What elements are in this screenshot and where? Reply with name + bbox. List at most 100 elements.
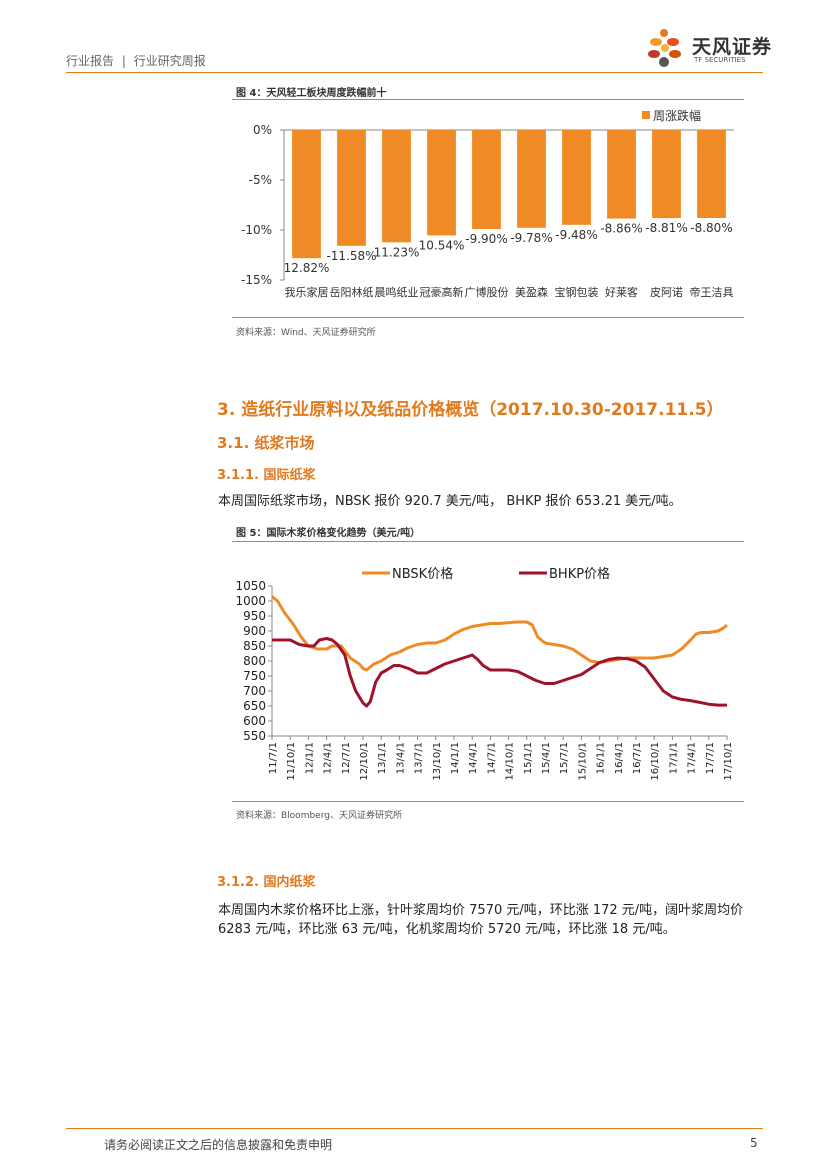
- x-category-label: 美盈森: [515, 285, 548, 299]
- x-category-label: 宝钢包装: [555, 285, 599, 299]
- series-line-1: [272, 637, 727, 708]
- bar-data-label: -8.86%: [600, 222, 642, 236]
- x-tick-label: 12/7/1: [341, 742, 352, 774]
- y-tick-label: -10%: [241, 223, 272, 237]
- figure5-title: 图 5：国际木浆价格变化趋势（美元/吨）: [236, 528, 421, 539]
- x-tick-label: 17/7/1: [705, 742, 716, 774]
- x-tick-label: 14/7/1: [486, 742, 497, 774]
- bar-data-label: 10.54%: [419, 238, 465, 252]
- bar: [652, 130, 681, 219]
- x-tick-label: 15/1/1: [523, 742, 534, 774]
- y-tick-label: 950: [243, 609, 266, 623]
- bar: [517, 130, 546, 228]
- section3-heading: 3. 造纸行业原料以及纸品价格概览（2017.10.30-2017.11.5）: [217, 400, 724, 420]
- figure5-bottom-rule: [232, 801, 744, 802]
- logo-text-en: TF SECURITIES: [694, 56, 746, 64]
- x-tick-label: 12/10/1: [359, 742, 370, 781]
- x-tick-label: 11/10/1: [286, 742, 297, 781]
- y-tick-label: 650: [243, 699, 266, 713]
- footer-disclaimer: 请务必阅读正文之后的信息披露和免责申明: [104, 1138, 333, 1152]
- header-divider: [66, 72, 763, 73]
- bar-data-label: -11.58%: [326, 249, 376, 263]
- figure4-title: 图 4：天风轻工板块周度跌幅前十: [236, 88, 387, 99]
- y-tick-label: 700: [243, 684, 266, 698]
- x-tick-label: 12/4/1: [323, 742, 334, 774]
- y-tick-label: 0%: [253, 123, 272, 137]
- legend-swatch: [642, 111, 650, 119]
- x-tick-label: 13/4/1: [395, 742, 406, 774]
- y-tick-label: 1050: [235, 579, 266, 593]
- x-tick-label: 13/10/1: [432, 742, 443, 781]
- y-tick-label: 900: [243, 624, 266, 638]
- x-tick-label: 14/4/1: [468, 742, 479, 774]
- x-tick-label: 15/10/1: [577, 742, 588, 781]
- footer-divider: [66, 1128, 763, 1129]
- x-tick-label: 11/7/1: [268, 742, 279, 774]
- legend-label-nbsk: NBSK价格: [392, 566, 453, 582]
- x-category-label: 广博股份: [465, 286, 509, 299]
- x-tick-label: 15/4/1: [541, 742, 552, 774]
- figure4-top-rule: [232, 99, 744, 100]
- logo-text-cn: 天风证券: [692, 36, 773, 58]
- bar-data-label: -8.81%: [645, 221, 687, 235]
- y-tick-label: -15%: [241, 273, 272, 287]
- y-tick-label: 600: [243, 714, 266, 728]
- y-tick-label: 750: [243, 669, 266, 683]
- x-tick-label: 13/7/1: [414, 742, 425, 774]
- section311-heading: 3.1.1. 国际纸浆: [217, 468, 316, 483]
- y-tick-label: 850: [243, 639, 266, 653]
- x-category-label: 冠豪高新: [420, 285, 464, 299]
- page-number: 5: [750, 1136, 758, 1150]
- header-report-type: 行业研究周报: [133, 54, 206, 68]
- bar: [697, 130, 726, 218]
- legend-label: 周涨跌幅: [653, 108, 701, 123]
- bar: [607, 130, 636, 219]
- x-category-label: 好莱客: [605, 285, 638, 299]
- figure5-source: 资料来源：Bloomberg、天风证券研究所: [236, 811, 402, 821]
- x-category-label: 皮阿诺: [650, 286, 683, 299]
- y-tick-label: 800: [243, 654, 266, 668]
- section312-paragraph-line2: 6283 元/吨，环比涨 63 元/吨，化机浆周均价 5720 元/吨，环比涨 …: [218, 922, 676, 937]
- figure4-bottom-rule: [232, 317, 744, 318]
- logo-flower-icon: [648, 29, 681, 67]
- bar: [562, 130, 591, 225]
- x-category-label: 晨鸣纸业: [375, 285, 419, 299]
- x-tick-label: 12/1/1: [304, 742, 315, 774]
- x-category-label: 岳阳林纸: [330, 285, 374, 299]
- company-logo: [648, 24, 768, 70]
- figure5-line-chart: 1050100095090085080075070065060055011/7/…: [235, 566, 734, 781]
- series-line-0: [271, 595, 728, 672]
- y-tick-label: 1000: [235, 594, 266, 608]
- header-separator: |: [121, 54, 126, 68]
- x-tick-label: 17/1/1: [668, 742, 679, 774]
- bar-data-label: -9.90%: [465, 232, 507, 246]
- figure5-top-rule: [232, 541, 744, 542]
- x-category-label: 我乐家居: [285, 285, 329, 299]
- x-tick-label: 14/1/1: [450, 742, 461, 774]
- x-tick-label: 16/10/1: [650, 742, 661, 781]
- section31-heading: 3.1. 纸浆市场: [217, 434, 315, 452]
- x-tick-label: 16/4/1: [614, 742, 625, 774]
- x-tick-label: 14/10/1: [505, 742, 516, 781]
- header-breadcrumb: 行业报告 | 行业研究周报: [66, 52, 206, 69]
- x-tick-label: 17/10/1: [723, 742, 734, 781]
- x-tick-label: 17/4/1: [687, 742, 698, 774]
- legend-label-bhkp: BHKP价格: [549, 566, 610, 582]
- bar: [382, 130, 411, 243]
- x-tick-label: 13/1/1: [377, 742, 388, 774]
- x-tick-label: 16/1/1: [596, 742, 607, 774]
- bar-data-label: -9.48%: [555, 228, 597, 242]
- figure4-bar-chart: 0% -5% -10% -15% 12.82% 我乐家居 -11.58% 岳阳林纸 11.23%…: [241, 108, 734, 299]
- y-tick-label: -5%: [249, 173, 272, 187]
- bar-data-label: -9.78%: [510, 231, 552, 245]
- section312-heading: 3.1.2. 国内纸浆: [217, 875, 316, 890]
- bar-data-label: 12.82%: [284, 261, 330, 275]
- section312-paragraph-line1: 本周国内木浆价格环比上涨，针叶浆周均价 7570 元/吨，环比涨 172 元/吨…: [218, 903, 744, 918]
- section311-paragraph: 本周国际纸浆市场，NBSK 报价 920.7 美元/吨， BHKP 报价 653…: [218, 494, 682, 509]
- bar-data-label: -8.80%: [690, 221, 732, 235]
- y-tick-label: 550: [243, 729, 266, 743]
- bar: [337, 130, 366, 246]
- x-tick-label: 16/7/1: [632, 742, 643, 774]
- bar: [472, 130, 501, 229]
- bar-data-label: 11.23%: [374, 245, 420, 259]
